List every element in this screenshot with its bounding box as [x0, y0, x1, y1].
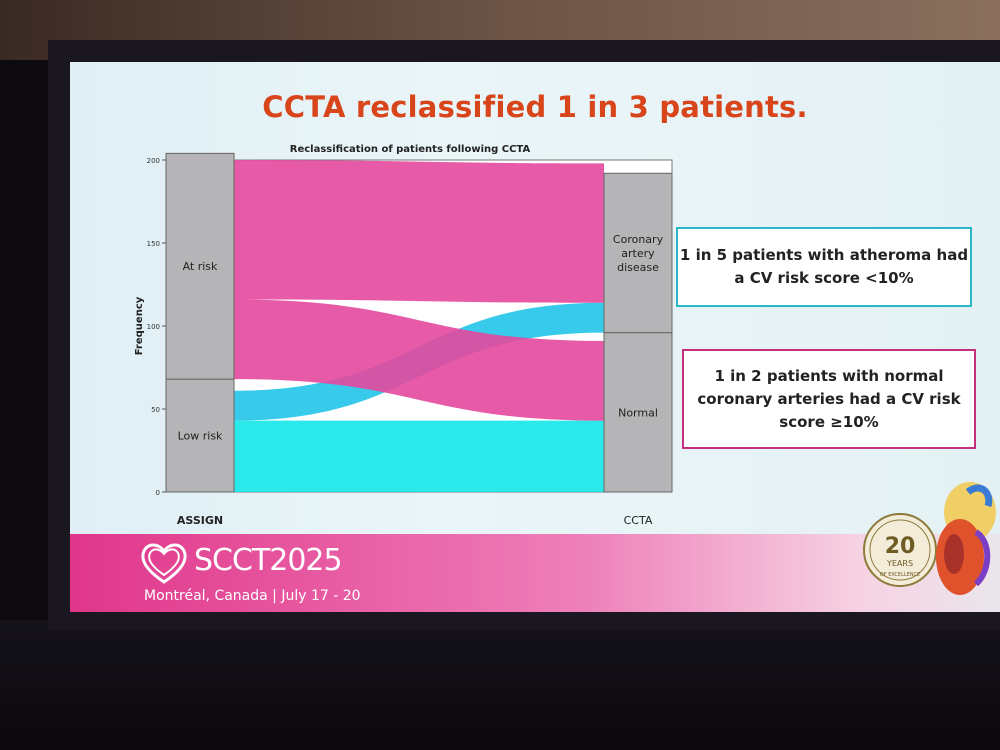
y-tick-label-100: 100 — [147, 323, 160, 331]
flow-0 — [234, 420, 604, 492]
flow-3 — [234, 160, 604, 303]
badge-inner-ring — [869, 519, 931, 581]
chart-title: Reclassification of patients following C… — [289, 144, 531, 155]
flow-2 — [234, 299, 604, 421]
stratum-1-0 — [603, 332, 673, 493]
stratum-0-1 — [165, 152, 235, 380]
callout-atheroma: 1 in 5 patients with atheroma had a CV r… — [676, 227, 972, 307]
slide-title: CCTA reclassified 1 in 3 patients. — [262, 90, 808, 124]
y-tick-label-150: 150 — [147, 240, 160, 248]
heart-illustration-icon — [936, 482, 996, 595]
conference-banner — [70, 534, 1000, 612]
badge-ring — [863, 513, 937, 587]
badge-years: YEARS — [886, 559, 913, 568]
axis-name-0: ASSIGN — [177, 514, 223, 527]
y-tick-label-200: 200 — [147, 157, 160, 165]
conference-location: Montréal, Canada | July 17 - 20 — [144, 588, 361, 604]
y-axis-label: Frequency — [134, 296, 145, 355]
badge-number: 20 — [885, 534, 916, 559]
brand-name: SCCT2025 — [194, 543, 343, 578]
stratum-label-1-1-2: disease — [617, 261, 659, 274]
heart-logo-icon — [141, 543, 187, 584]
callout-normal-arteries: 1 in 2 patients with normal coronary art… — [682, 349, 976, 449]
anniversary-badge: 20 YEARS OF EXCELLENCE — [863, 513, 937, 587]
stratum-label-1-1-0: Coronary — [613, 233, 664, 246]
stratum-label-0-0-0: Low risk — [178, 430, 223, 443]
stratum-label-1-1-1: artery — [621, 247, 655, 260]
y-tick-label-0: 0 — [156, 489, 160, 497]
axis-name-1: CCTA — [624, 514, 653, 527]
stratum-0-0 — [165, 378, 235, 493]
y-tick-label-50: 50 — [151, 406, 160, 414]
room-floor — [0, 620, 1000, 750]
stratum-1-1 — [603, 172, 673, 334]
alluvial-chart: 0 50 100 150 200 Frequency Low risk At risk ASS… — [134, 152, 673, 527]
badge-tagline: OF EXCELLENCE — [880, 572, 920, 578]
stratum-label-0-1-0: At risk — [183, 260, 218, 273]
stratum-label-1-0-0: Normal — [618, 406, 658, 419]
slide: CCTA reclassified 1 in 3 patients. Recla… — [70, 62, 1000, 612]
